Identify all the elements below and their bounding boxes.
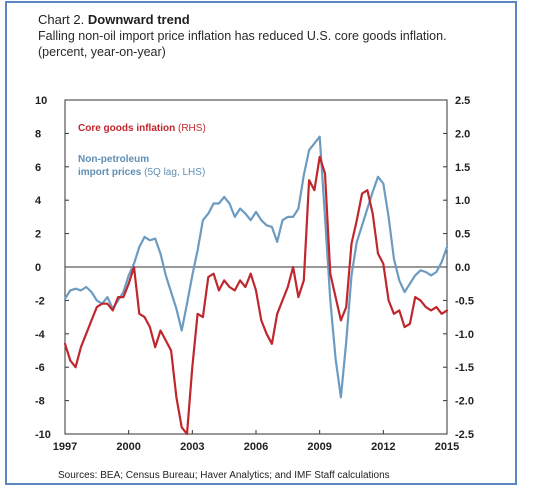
legend-import-prices-suffix: (5Q lag, LHS) — [144, 167, 205, 178]
right-tick-label: -2.0 — [455, 396, 474, 408]
series-line-core-goods — [63, 155, 449, 436]
left-tick-label: 4 — [35, 195, 42, 207]
legend-import-prices-line2: import prices (5Q lag, LHS) — [78, 167, 205, 178]
legend-import-prices-word: import prices — [78, 167, 142, 178]
x-tick-label: 2000 — [116, 441, 140, 453]
x-tick-label: 1997 — [53, 441, 77, 453]
x-tick-label: 2012 — [371, 441, 395, 453]
chart-frame — [5, 1, 517, 485]
x-tick-label: 2015 — [435, 441, 459, 453]
right-tick-label: -0.5 — [455, 295, 474, 307]
series-line-import-prices — [63, 135, 449, 399]
x-axis-ticks: 1997 2000 2003 2006 2009 2012 2015 — [53, 430, 459, 453]
right-tick-label: 0.0 — [455, 262, 470, 274]
right-axis-ticks: 2.5 2.0 1.5 1.0 0.5 0.0 -0.5 -1.0 -1.5 -2.0 -2.5 — [443, 95, 474, 441]
right-tick-label: 0.5 — [455, 229, 470, 241]
legend-core-goods: Core goods inflation (RHS) — [78, 123, 206, 134]
left-axis-ticks: 10 8 6 4 2 0 -2 -4 -6 -8 -10 — [35, 95, 69, 441]
source-note: Sources: BEA; Census Bureau; Haver Analy… — [58, 470, 390, 481]
x-tick-label: 2003 — [180, 441, 204, 453]
left-tick-label: 8 — [35, 128, 41, 140]
legend-import-prices-line1: Non-petroleum — [78, 154, 149, 165]
right-tick-label: 2.5 — [455, 95, 470, 107]
chart-label: Chart 2. — [38, 12, 85, 27]
right-tick-label: -1.5 — [455, 362, 474, 374]
chart-title-text: Downward trend — [87, 12, 190, 27]
left-tick-label: 10 — [35, 95, 47, 107]
x-tick-label: 2009 — [307, 441, 331, 453]
chart-subtitle: Falling non-oil import price inflation h… — [38, 29, 447, 43]
x-tick-label: 2006 — [244, 441, 268, 453]
left-tick-label: 2 — [35, 229, 41, 241]
right-tick-label: 2.0 — [455, 128, 470, 140]
chart-units: (percent, year-on-year) — [38, 45, 166, 59]
legend-core-goods-name: Core goods inflation — [78, 123, 175, 134]
legend-core-goods-suffix: (RHS) — [178, 123, 206, 134]
left-tick-label: -8 — [35, 396, 45, 408]
left-tick-label: 0 — [35, 262, 41, 274]
left-tick-label: -4 — [35, 329, 46, 341]
left-tick-label: -10 — [35, 429, 51, 441]
right-tick-label: 1.0 — [455, 195, 470, 207]
right-tick-label: -2.5 — [455, 429, 474, 441]
right-tick-label: 1.5 — [455, 162, 470, 174]
chart-header: Chart 2. Downward trend Falling non-oil … — [38, 12, 478, 60]
series-layer — [63, 135, 449, 436]
left-tick-label: 6 — [35, 162, 41, 174]
left-tick-label: -6 — [35, 362, 45, 374]
right-tick-label: -1.0 — [455, 329, 474, 341]
chart-title: Chart 2. Downward trend — [38, 12, 478, 28]
left-tick-label: -2 — [35, 295, 45, 307]
